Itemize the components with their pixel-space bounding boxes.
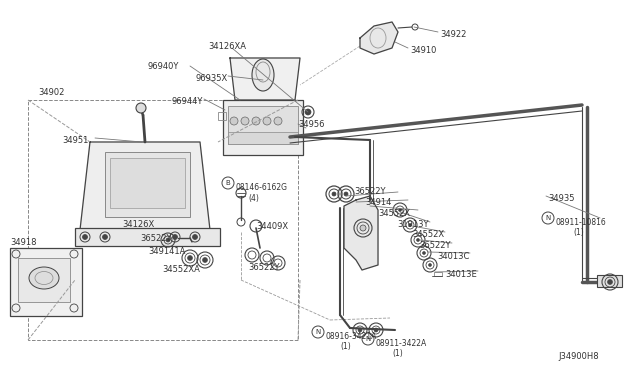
- Circle shape: [102, 234, 108, 240]
- Text: B: B: [226, 180, 230, 186]
- Text: 08146-6162G: 08146-6162G: [235, 183, 287, 192]
- Circle shape: [429, 263, 431, 266]
- Circle shape: [374, 328, 378, 332]
- Polygon shape: [360, 22, 398, 54]
- Text: 96940Y: 96940Y: [148, 62, 179, 71]
- Text: 36522Y: 36522Y: [248, 263, 280, 272]
- Text: 36522Y: 36522Y: [419, 241, 451, 250]
- Text: 34126XA: 34126XA: [208, 42, 246, 51]
- Circle shape: [136, 103, 146, 113]
- Text: (4): (4): [248, 194, 259, 203]
- Text: 34935: 34935: [548, 194, 575, 203]
- Circle shape: [173, 234, 177, 240]
- Bar: [597, 275, 622, 287]
- Bar: [18, 258, 70, 302]
- Text: 34409X: 34409X: [256, 222, 288, 231]
- Text: 08911-3422A: 08911-3422A: [375, 339, 426, 348]
- Text: 34910: 34910: [410, 46, 436, 55]
- Bar: [223, 100, 303, 155]
- Text: 349141A: 349141A: [148, 247, 186, 256]
- Text: 36522Y: 36522Y: [140, 234, 172, 243]
- Text: 36522Y: 36522Y: [354, 187, 385, 196]
- Circle shape: [417, 238, 419, 241]
- Text: 34126X: 34126X: [122, 220, 154, 229]
- Polygon shape: [230, 58, 300, 100]
- Circle shape: [360, 225, 366, 231]
- Circle shape: [188, 256, 193, 260]
- Text: 34956: 34956: [298, 120, 324, 129]
- Text: 96935X: 96935X: [196, 74, 228, 83]
- Text: 34552XA: 34552XA: [162, 265, 200, 274]
- Bar: [228, 106, 298, 144]
- Circle shape: [241, 117, 249, 125]
- Circle shape: [408, 224, 412, 227]
- Circle shape: [252, 117, 260, 125]
- Text: 34552X: 34552X: [412, 230, 444, 239]
- Text: 08911-10816: 08911-10816: [556, 218, 607, 227]
- Ellipse shape: [29, 267, 59, 289]
- Text: 34951: 34951: [62, 136, 88, 145]
- Circle shape: [274, 117, 282, 125]
- Circle shape: [332, 192, 336, 196]
- Text: (1): (1): [392, 349, 403, 358]
- Circle shape: [607, 279, 612, 285]
- Bar: [10, 248, 82, 316]
- Bar: [105, 152, 190, 217]
- Bar: [434, 272, 442, 276]
- Circle shape: [422, 251, 426, 254]
- Bar: [75, 228, 220, 246]
- Circle shape: [83, 234, 88, 240]
- Circle shape: [344, 192, 348, 196]
- Text: 34918: 34918: [10, 238, 36, 247]
- Text: 34922: 34922: [440, 30, 467, 39]
- Circle shape: [193, 234, 198, 240]
- Text: 34914: 34914: [365, 198, 392, 207]
- Text: 08916-3421A: 08916-3421A: [325, 332, 376, 341]
- Text: 34013C: 34013C: [437, 252, 469, 261]
- Circle shape: [166, 238, 170, 242]
- Text: 31913Y: 31913Y: [397, 220, 429, 229]
- Text: J34900H8: J34900H8: [558, 352, 598, 361]
- Text: 96944Y: 96944Y: [172, 97, 204, 106]
- Text: (1): (1): [340, 342, 351, 351]
- Circle shape: [358, 328, 362, 332]
- Circle shape: [305, 109, 311, 115]
- Circle shape: [230, 117, 238, 125]
- Bar: [110, 158, 185, 208]
- Circle shape: [202, 257, 207, 263]
- Bar: [228, 132, 298, 144]
- Ellipse shape: [252, 59, 274, 91]
- Text: (1): (1): [573, 228, 584, 237]
- Text: 34552X: 34552X: [378, 209, 410, 218]
- Circle shape: [263, 117, 271, 125]
- Polygon shape: [80, 142, 210, 230]
- Text: N: N: [365, 336, 371, 342]
- Text: N: N: [316, 329, 321, 335]
- Circle shape: [399, 208, 401, 212]
- Text: 34902: 34902: [38, 88, 65, 97]
- Bar: [28, 100, 298, 340]
- Text: N: N: [545, 215, 550, 221]
- Text: 34013E: 34013E: [445, 270, 477, 279]
- Polygon shape: [344, 196, 378, 270]
- Bar: [218, 112, 226, 120]
